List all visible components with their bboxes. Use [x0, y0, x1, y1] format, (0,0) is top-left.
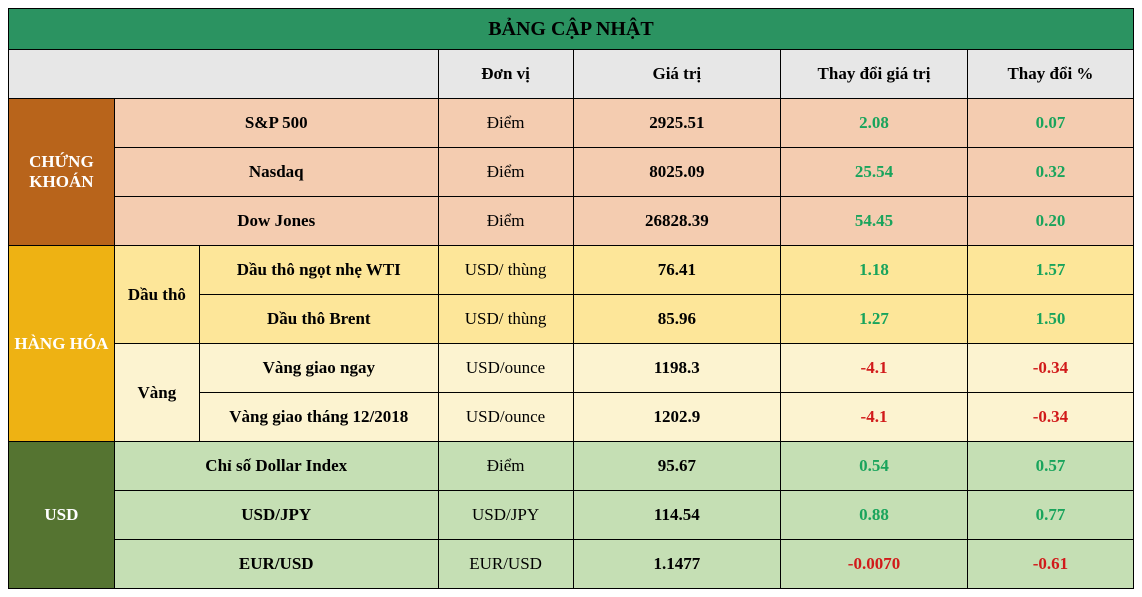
header-change-pct: Thay đổi %: [967, 50, 1133, 99]
pct-brent: 1.50: [967, 295, 1133, 344]
unit-gold-dec: USD/ounce: [438, 393, 573, 442]
row-wti: HÀNG HÓA Dầu thô Dầu thô ngọt nhẹ WTI US…: [9, 246, 1134, 295]
header-value: Giá trị: [573, 50, 781, 99]
value-nasdaq: 8025.09: [573, 148, 781, 197]
pct-gold-dec: -0.34: [967, 393, 1133, 442]
title-row: BẢNG CẬP NHẬT: [9, 9, 1134, 50]
name-nasdaq: Nasdaq: [114, 148, 438, 197]
value-eurusd: 1.1477: [573, 540, 781, 589]
name-usdjpy: USD/JPY: [114, 491, 438, 540]
header-empty: [9, 50, 439, 99]
unit-sp500: Điểm: [438, 99, 573, 148]
chg-dow: 54.45: [781, 197, 968, 246]
chg-nasdaq: 25.54: [781, 148, 968, 197]
name-dxy: Chỉ số Dollar Index: [114, 442, 438, 491]
value-wti: 76.41: [573, 246, 781, 295]
header-unit: Đơn vị: [438, 50, 573, 99]
name-gold-dec: Vàng giao tháng 12/2018: [199, 393, 438, 442]
value-sp500: 2925.51: [573, 99, 781, 148]
unit-usdjpy: USD/JPY: [438, 491, 573, 540]
subcat-gold: Vàng: [114, 344, 199, 442]
header-row: Đơn vị Giá trị Thay đổi giá trị Thay đổi…: [9, 50, 1134, 99]
unit-gold-spot: USD/ounce: [438, 344, 573, 393]
pct-sp500: 0.07: [967, 99, 1133, 148]
subcat-oil: Dầu thô: [114, 246, 199, 344]
row-sp500: CHỨNG KHOÁN S&P 500 Điểm 2925.51 2.08 0.…: [9, 99, 1134, 148]
name-brent: Dầu thô Brent: [199, 295, 438, 344]
table-title: BẢNG CẬP NHẬT: [9, 9, 1134, 50]
category-usd: USD: [9, 442, 115, 589]
chg-dxy: 0.54: [781, 442, 968, 491]
value-dxy: 95.67: [573, 442, 781, 491]
value-gold-spot: 1198.3: [573, 344, 781, 393]
unit-dxy: Điểm: [438, 442, 573, 491]
pct-wti: 1.57: [967, 246, 1133, 295]
value-brent: 85.96: [573, 295, 781, 344]
row-usdjpy: USD/JPY USD/JPY 114.54 0.88 0.77: [9, 491, 1134, 540]
unit-wti: USD/ thùng: [438, 246, 573, 295]
pct-usdjpy: 0.77: [967, 491, 1133, 540]
name-eurusd: EUR/USD: [114, 540, 438, 589]
name-sp500: S&P 500: [114, 99, 438, 148]
row-dow: Dow Jones Điểm 26828.39 54.45 0.20: [9, 197, 1134, 246]
unit-brent: USD/ thùng: [438, 295, 573, 344]
value-dow: 26828.39: [573, 197, 781, 246]
unit-dow: Điểm: [438, 197, 573, 246]
header-change-value: Thay đổi giá trị: [781, 50, 968, 99]
unit-eurusd: EUR/USD: [438, 540, 573, 589]
pct-dow: 0.20: [967, 197, 1133, 246]
category-stocks: CHỨNG KHOÁN: [9, 99, 115, 246]
pct-eurusd: -0.61: [967, 540, 1133, 589]
row-eurusd: EUR/USD EUR/USD 1.1477 -0.0070 -0.61: [9, 540, 1134, 589]
pct-nasdaq: 0.32: [967, 148, 1133, 197]
chg-brent: 1.27: [781, 295, 968, 344]
row-dxy: USD Chỉ số Dollar Index Điểm 95.67 0.54 …: [9, 442, 1134, 491]
value-usdjpy: 114.54: [573, 491, 781, 540]
name-wti: Dầu thô ngọt nhẹ WTI: [199, 246, 438, 295]
chg-gold-spot: -4.1: [781, 344, 968, 393]
chg-usdjpy: 0.88: [781, 491, 968, 540]
chg-sp500: 2.08: [781, 99, 968, 148]
unit-nasdaq: Điểm: [438, 148, 573, 197]
name-dow: Dow Jones: [114, 197, 438, 246]
pct-dxy: 0.57: [967, 442, 1133, 491]
chg-eurusd: -0.0070: [781, 540, 968, 589]
row-nasdaq: Nasdaq Điểm 8025.09 25.54 0.32: [9, 148, 1134, 197]
value-gold-dec: 1202.9: [573, 393, 781, 442]
update-table: BẢNG CẬP NHẬT Đơn vị Giá trị Thay đổi gi…: [8, 8, 1134, 589]
row-gold-spot: Vàng Vàng giao ngay USD/ounce 1198.3 -4.…: [9, 344, 1134, 393]
category-goods: HÀNG HÓA: [9, 246, 115, 442]
name-gold-spot: Vàng giao ngay: [199, 344, 438, 393]
pct-gold-spot: -0.34: [967, 344, 1133, 393]
chg-gold-dec: -4.1: [781, 393, 968, 442]
chg-wti: 1.18: [781, 246, 968, 295]
